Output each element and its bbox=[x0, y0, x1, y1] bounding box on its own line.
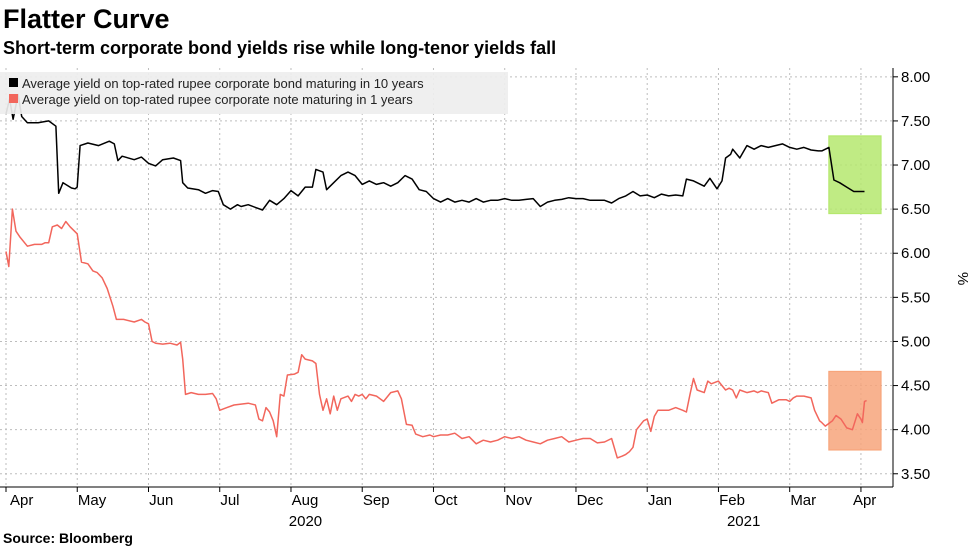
x-tick-label: Feb bbox=[719, 492, 745, 509]
x-tick-label: Sep bbox=[363, 492, 390, 509]
y-tick-label: 8.00 bbox=[901, 69, 930, 86]
legend-swatch-1y bbox=[9, 94, 18, 103]
legend-label-10y: Average yield on top-rated rupee corpora… bbox=[22, 76, 424, 91]
y-tick-label: 5.50 bbox=[901, 289, 930, 306]
series-line-1y bbox=[5, 208, 867, 459]
x-tick-label: Jul bbox=[220, 492, 239, 509]
axis-layer: 8.00 7.50 7.00 6.50 6.00 5.50 5.00 4.50 4.00 3.50… bbox=[0, 68, 930, 530]
x-tick-label: Jun bbox=[149, 492, 173, 509]
x-tick-label: Dec bbox=[577, 492, 604, 509]
highlight-box-10y bbox=[828, 135, 882, 215]
x-tick-label: Mar bbox=[790, 492, 816, 509]
x-tick-label: Nov bbox=[505, 492, 532, 509]
x-tick-label: Apr bbox=[10, 492, 33, 509]
series-line-10y bbox=[5, 93, 865, 211]
x-tick-label: Apr bbox=[853, 492, 876, 509]
y-tick-label: 3.50 bbox=[901, 466, 930, 483]
y-tick-label: 4.00 bbox=[901, 422, 930, 439]
x-tick-label: Jan bbox=[648, 492, 672, 509]
y-tick-label: 4.50 bbox=[901, 378, 930, 395]
x-year-label: 2021 bbox=[727, 513, 760, 530]
chart-subtitle: Short-term corporate bond yields rise wh… bbox=[3, 38, 557, 58]
legend-label-1y: Average yield on top-rated rupee corpora… bbox=[22, 92, 413, 107]
y-axis-unit-label: % bbox=[954, 272, 971, 285]
x-year-label: 2020 bbox=[289, 513, 322, 530]
legend-swatch-10y bbox=[9, 78, 18, 87]
series-layer bbox=[5, 93, 867, 459]
y-tick-label: 6.50 bbox=[901, 201, 930, 218]
y-tick-label: 5.00 bbox=[901, 333, 930, 350]
chart-title: Flatter Curve bbox=[3, 4, 170, 34]
x-tick-label: Oct bbox=[434, 492, 458, 509]
highlight-layer bbox=[828, 135, 882, 451]
highlight-box-1y bbox=[828, 370, 882, 451]
x-tick-label: Aug bbox=[292, 492, 319, 509]
y-tick-label: 7.50 bbox=[901, 113, 930, 130]
x-tick-label: May bbox=[78, 492, 107, 509]
source-note: Source: Bloomberg bbox=[3, 530, 133, 546]
legend-background bbox=[0, 72, 508, 114]
grid-layer bbox=[0, 68, 893, 487]
y-tick-label: 6.00 bbox=[901, 245, 930, 262]
legend: Average yield on top-rated rupee corpora… bbox=[0, 72, 508, 114]
y-tick-label: 7.00 bbox=[901, 157, 930, 174]
